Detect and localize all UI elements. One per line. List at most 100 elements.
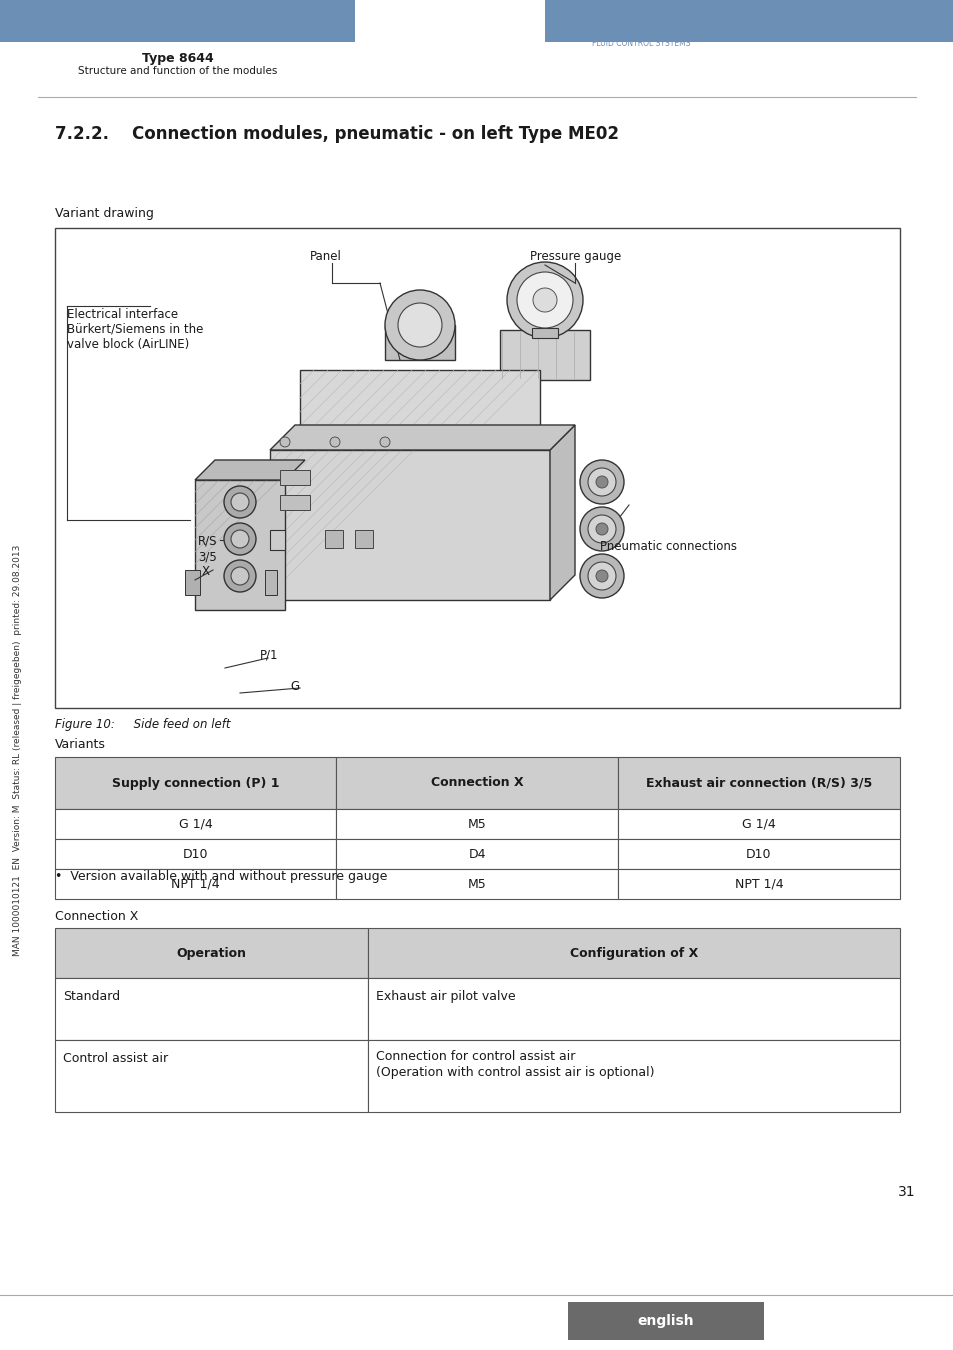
Circle shape	[596, 570, 607, 582]
Bar	[270, 531, 285, 549]
Text: Supply connection (P) 1: Supply connection (P) 1	[112, 776, 279, 790]
Bar	[55, 838, 336, 869]
Text: D4: D4	[468, 848, 485, 860]
Circle shape	[231, 493, 249, 512]
Text: Electrical interface
Bürkert/Siemens in the
valve block (AirLINE): Electrical interface Bürkert/Siemens in …	[67, 308, 203, 351]
Circle shape	[579, 554, 623, 598]
Bar	[567, 1301, 763, 1341]
Text: P/1: P/1	[260, 648, 278, 662]
Bar	[336, 869, 618, 899]
Text: G: G	[290, 680, 299, 693]
Text: G 1/4: G 1/4	[178, 818, 213, 830]
Bar	[55, 757, 336, 809]
Bar	[544, 0, 953, 42]
Text: bürkert: bürkert	[589, 18, 700, 43]
Bar	[55, 1040, 367, 1112]
Bar	[185, 570, 200, 595]
Polygon shape	[270, 450, 550, 599]
Bar	[385, 325, 455, 360]
Text: MAN 1000010121  EN  Version: M  Status: RL (released | freigegeben)  printed: 29: MAN 1000010121 EN Version: M Status: RL …	[13, 544, 23, 956]
Text: 31: 31	[898, 1185, 915, 1199]
Bar	[265, 570, 276, 595]
Circle shape	[224, 486, 255, 518]
Bar	[55, 809, 336, 838]
Bar	[336, 757, 618, 809]
Text: Operation: Operation	[176, 946, 246, 960]
Bar	[55, 869, 336, 899]
Polygon shape	[550, 425, 575, 599]
Text: Control assist air: Control assist air	[63, 1052, 168, 1065]
Text: Pressure gauge: Pressure gauge	[530, 250, 620, 263]
Text: D10: D10	[183, 848, 208, 860]
Circle shape	[579, 460, 623, 504]
Circle shape	[224, 560, 255, 593]
Bar	[55, 977, 367, 1040]
Text: Type 8644: Type 8644	[141, 53, 213, 65]
Circle shape	[596, 477, 607, 487]
Circle shape	[330, 437, 339, 447]
Text: Standard: Standard	[63, 990, 120, 1003]
Circle shape	[587, 468, 616, 495]
Polygon shape	[499, 329, 589, 379]
Bar	[367, 1040, 899, 1112]
Bar	[355, 531, 373, 548]
Bar	[618, 809, 899, 838]
Text: Pneumatic connections: Pneumatic connections	[599, 540, 737, 553]
Bar	[604, 7, 612, 14]
Bar	[280, 495, 310, 510]
Text: NPT 1/4: NPT 1/4	[172, 878, 220, 891]
Circle shape	[506, 262, 582, 338]
Bar	[55, 228, 899, 707]
Polygon shape	[299, 370, 539, 450]
Bar	[618, 757, 899, 809]
Circle shape	[379, 437, 390, 447]
Text: Panel: Panel	[310, 250, 341, 263]
Bar	[0, 0, 355, 42]
Circle shape	[596, 522, 607, 535]
Circle shape	[587, 514, 616, 543]
Text: english: english	[637, 1314, 694, 1328]
Text: G 1/4: G 1/4	[741, 818, 775, 830]
Bar	[280, 470, 310, 485]
Bar	[336, 809, 618, 838]
Text: Exhaust air connection (R/S) 3/5: Exhaust air connection (R/S) 3/5	[645, 776, 871, 790]
Text: NPT 1/4: NPT 1/4	[734, 878, 782, 891]
Text: 7.2.2.    Connection modules, pneumatic - on left Type ME02: 7.2.2. Connection modules, pneumatic - o…	[55, 126, 618, 143]
Bar	[595, 7, 601, 14]
Bar	[55, 927, 367, 977]
Circle shape	[231, 531, 249, 548]
Text: Connection X: Connection X	[55, 910, 138, 923]
Text: Figure 10:     Side feed on left: Figure 10: Side feed on left	[55, 718, 231, 730]
Text: X: X	[202, 566, 210, 578]
Bar	[532, 328, 558, 338]
Text: M5: M5	[467, 818, 486, 830]
Text: M5: M5	[467, 878, 486, 891]
Text: Variants: Variants	[55, 738, 106, 751]
Circle shape	[231, 567, 249, 585]
Text: Connection for control assist air: Connection for control assist air	[375, 1050, 575, 1062]
Bar	[325, 531, 343, 548]
Bar	[367, 927, 899, 977]
Polygon shape	[270, 425, 575, 450]
Text: Configuration of X: Configuration of X	[569, 946, 698, 960]
Text: D10: D10	[745, 848, 771, 860]
Circle shape	[385, 290, 455, 360]
Circle shape	[397, 302, 441, 347]
Text: Structure and function of the modules: Structure and function of the modules	[78, 66, 277, 76]
Text: (Operation with control assist air is optional): (Operation with control assist air is op…	[375, 1066, 654, 1079]
Text: R/S
3/5: R/S 3/5	[197, 535, 216, 563]
Circle shape	[280, 437, 290, 447]
Polygon shape	[194, 460, 305, 481]
Polygon shape	[194, 481, 285, 610]
Text: FLUID CONTROL SYSTEMS: FLUID CONTROL SYSTEMS	[592, 39, 690, 49]
Circle shape	[579, 508, 623, 551]
Circle shape	[587, 562, 616, 590]
Circle shape	[517, 271, 573, 328]
Circle shape	[224, 522, 255, 555]
Text: Exhaust air pilot valve: Exhaust air pilot valve	[375, 990, 515, 1003]
Text: Variant drawing: Variant drawing	[55, 207, 153, 220]
Circle shape	[533, 288, 557, 312]
Bar	[615, 7, 669, 11]
Text: Connection X: Connection X	[431, 776, 523, 790]
Bar	[618, 838, 899, 869]
